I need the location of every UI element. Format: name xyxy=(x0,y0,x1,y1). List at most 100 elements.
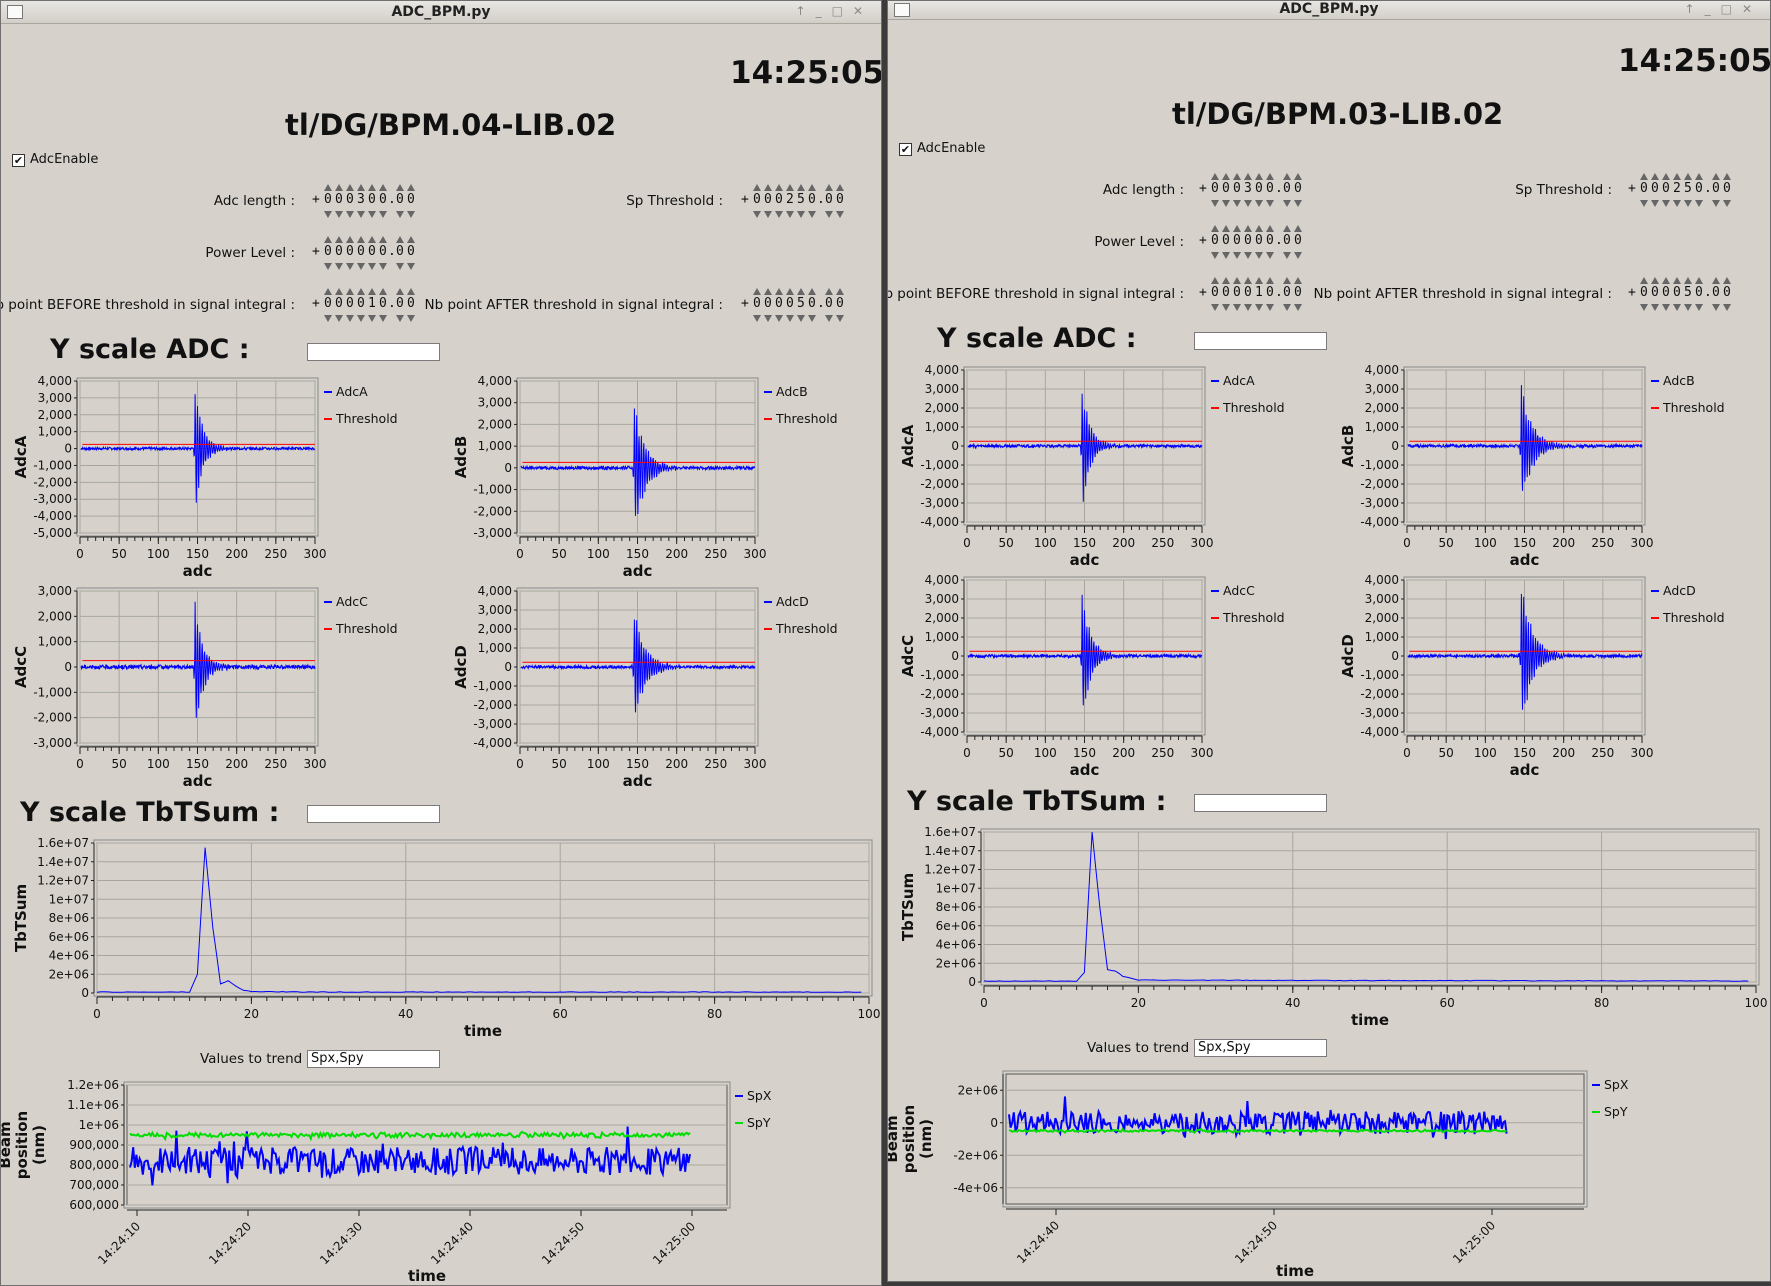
minimize-icon[interactable]: _ xyxy=(1704,2,1721,16)
wheel-digit[interactable]: 0 xyxy=(367,184,378,218)
wheel-digit[interactable]: 0 xyxy=(835,288,846,322)
wheel-digit[interactable]: 0 xyxy=(807,184,818,218)
wheel-digit[interactable]: 0 xyxy=(356,288,367,322)
wheel-digit[interactable]: 0 xyxy=(395,184,406,218)
wheel-digit[interactable]: 0 xyxy=(378,288,389,322)
wheel-digit[interactable]: 1 xyxy=(367,288,378,322)
wheel-digit[interactable]: 0 xyxy=(1243,225,1254,259)
adc-enable-checkbox[interactable]: ✔ AdcEnable xyxy=(12,152,98,167)
adc-enable-checkbox[interactable]: ✔ AdcEnable xyxy=(899,141,985,156)
wheel-digit[interactable]: 0 xyxy=(406,288,417,322)
checkbox-icon[interactable]: ✔ xyxy=(12,154,25,167)
values-to-trend-input[interactable]: Spx,Spy xyxy=(1194,1039,1327,1057)
wheel-digit[interactable]: 0 xyxy=(824,288,835,322)
values-to-trend-input[interactable]: Spx,Spy xyxy=(307,1050,440,1068)
wheel-digit[interactable]: 1 xyxy=(1254,277,1265,311)
y-scale-tbtsum-input[interactable] xyxy=(1194,794,1327,812)
wheel-digit[interactable]: 0 xyxy=(356,236,367,270)
wheel-digit[interactable]: 0 xyxy=(1232,173,1243,207)
wheel-digit[interactable]: 0 xyxy=(1694,173,1705,207)
window-titlebar[interactable]: ADC_BPM.py ↑_□✕ xyxy=(888,1,1770,20)
wheel-digit[interactable]: 0 xyxy=(1265,277,1276,311)
wheel-digit[interactable]: 0 xyxy=(334,236,345,270)
wheel-digit[interactable]: 0 xyxy=(378,236,389,270)
wheel-digit[interactable]: 0 xyxy=(1243,277,1254,311)
wheel-digit[interactable]: 0 xyxy=(1293,225,1304,259)
wheel-digit[interactable]: 0 xyxy=(835,184,846,218)
wheel-digit[interactable]: 0 xyxy=(1282,173,1293,207)
wheel-digit[interactable]: 3 xyxy=(356,184,367,218)
wheel-digit[interactable]: 0 xyxy=(323,288,334,322)
wheel-digit[interactable]: 0 xyxy=(406,184,417,218)
wheel-digit[interactable]: 0 xyxy=(1282,225,1293,259)
wheel-digit[interactable]: 0 xyxy=(323,236,334,270)
wheel-digit[interactable]: 0 xyxy=(752,288,763,322)
window-controls[interactable]: ↑_□✕ xyxy=(796,4,873,18)
maximize-icon[interactable]: □ xyxy=(1720,2,1742,16)
wheel-digit[interactable]: 0 xyxy=(367,236,378,270)
wheel-digit[interactable]: 0 xyxy=(1694,277,1705,311)
wheel-digit[interactable]: 3 xyxy=(1243,173,1254,207)
y-scale-adc-input[interactable] xyxy=(1194,332,1327,350)
wheel-digit[interactable]: 0 xyxy=(1210,225,1221,259)
wheel-digit[interactable]: 0 xyxy=(1293,277,1304,311)
wheel-digit[interactable]: 0 xyxy=(785,288,796,322)
wheel-digit[interactable]: 0 xyxy=(1650,277,1661,311)
close-icon[interactable]: ✕ xyxy=(852,4,873,18)
wheel-digit[interactable]: 0 xyxy=(1650,173,1661,207)
wheel-digit[interactable]: 0 xyxy=(395,288,406,322)
window-controls[interactable]: ↑_□✕ xyxy=(1685,2,1762,16)
wheel-digit[interactable]: 5 xyxy=(1683,173,1694,207)
wheel-digit[interactable]: 5 xyxy=(1683,277,1694,311)
wheel-digit[interactable]: 0 xyxy=(1722,277,1733,311)
wheel-digit[interactable]: 0 xyxy=(1711,277,1722,311)
wheel-digit[interactable]: 0 xyxy=(763,184,774,218)
wheel-digit[interactable]: 0 xyxy=(1221,173,1232,207)
wheel-digit[interactable]: 0 xyxy=(345,288,356,322)
wheel-digit[interactable]: 0 xyxy=(1661,173,1672,207)
wheel-digit[interactable]: 0 xyxy=(1232,277,1243,311)
window-menu-icon[interactable] xyxy=(894,3,910,17)
window-titlebar[interactable]: ADC_BPM.py ↑_□✕ xyxy=(1,1,881,24)
wheel-digit[interactable]: 5 xyxy=(796,288,807,322)
wheel-digit[interactable]: 0 xyxy=(378,184,389,218)
wheel-digit[interactable]: 0 xyxy=(1210,173,1221,207)
wheel-digit[interactable]: 0 xyxy=(1672,277,1683,311)
wheel-digit[interactable]: 0 xyxy=(1265,225,1276,259)
wheel-digit[interactable]: 0 xyxy=(1254,225,1265,259)
wheel-digit[interactable]: 0 xyxy=(345,236,356,270)
wheel-digit[interactable]: 2 xyxy=(1672,173,1683,207)
y-scale-tbtsum-input[interactable] xyxy=(307,805,440,823)
wheel-digit[interactable]: 0 xyxy=(1265,173,1276,207)
checkbox-icon[interactable]: ✔ xyxy=(899,143,912,156)
pin-icon[interactable]: ↑ xyxy=(795,4,816,18)
wheel-digit[interactable]: 0 xyxy=(752,184,763,218)
wheel-digit[interactable]: 0 xyxy=(1221,277,1232,311)
wheel-digit[interactable]: 0 xyxy=(774,288,785,322)
wheel-digit[interactable]: 2 xyxy=(785,184,796,218)
wheel-digit[interactable]: 0 xyxy=(763,288,774,322)
wheel-digit[interactable]: 0 xyxy=(1282,277,1293,311)
close-icon[interactable]: ✕ xyxy=(1741,2,1762,16)
wheel-digit[interactable]: 0 xyxy=(1293,173,1304,207)
wheel-digit[interactable]: 0 xyxy=(807,288,818,322)
wheel-digit[interactable]: 0 xyxy=(1221,225,1232,259)
y-scale-adc-input[interactable] xyxy=(307,343,440,361)
wheel-digit[interactable]: 0 xyxy=(345,184,356,218)
wheel-digit[interactable]: 0 xyxy=(1661,277,1672,311)
wheel-digit[interactable]: 0 xyxy=(774,184,785,218)
wheel-digit[interactable]: 0 xyxy=(334,184,345,218)
wheel-digit[interactable]: 0 xyxy=(1639,277,1650,311)
maximize-icon[interactable]: □ xyxy=(831,4,853,18)
wheel-digit[interactable]: 0 xyxy=(1722,173,1733,207)
minimize-icon[interactable]: _ xyxy=(815,4,832,18)
wheel-digit[interactable]: 0 xyxy=(395,236,406,270)
pin-icon[interactable]: ↑ xyxy=(1684,2,1705,16)
wheel-digit[interactable]: 0 xyxy=(824,184,835,218)
wheel-digit[interactable]: 0 xyxy=(1254,173,1265,207)
wheel-digit[interactable]: 0 xyxy=(334,288,345,322)
wheel-digit[interactable]: 0 xyxy=(406,236,417,270)
wheel-digit[interactable]: 0 xyxy=(1711,173,1722,207)
wheel-digit[interactable]: 5 xyxy=(796,184,807,218)
wheel-digit[interactable]: 0 xyxy=(323,184,334,218)
